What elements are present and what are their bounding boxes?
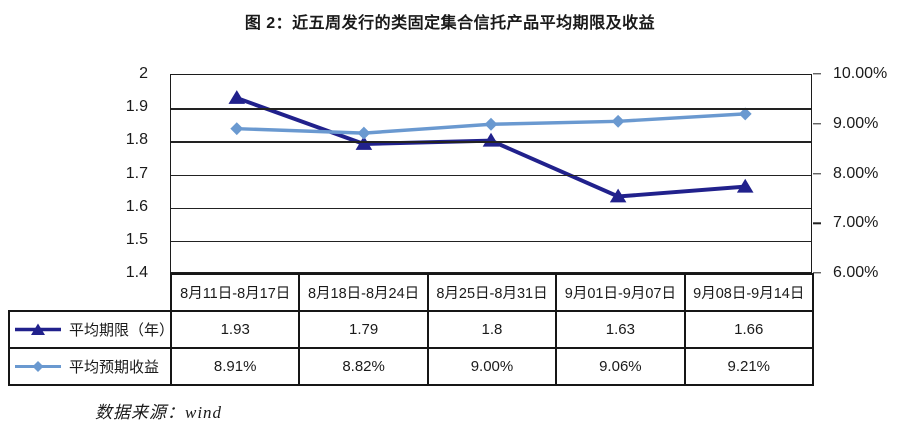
triangle-marker-icon xyxy=(609,188,627,203)
value-cell: 8.91% xyxy=(169,347,301,386)
legend-cell: 平均期限（年） xyxy=(8,310,172,349)
diamond-marker-icon xyxy=(357,126,371,140)
term-series-line xyxy=(236,96,746,199)
horizontal-gridline xyxy=(171,174,811,176)
value-cell: 1.63 xyxy=(555,310,686,349)
left-axis-tick-label: 1.8 xyxy=(125,131,148,149)
horizontal-gridline xyxy=(171,207,811,210)
value-cell: 1.8 xyxy=(426,310,558,349)
legend-label: 平均期限（年） xyxy=(69,322,171,339)
legend-label: 平均预期收益 xyxy=(69,359,160,376)
value-cell: 8.82% xyxy=(298,347,429,386)
triangle-marker-icon xyxy=(228,90,246,104)
value-cell: 9.21% xyxy=(683,347,814,386)
category-header-cell: 8月11日-8月17日 xyxy=(169,273,301,312)
right-axis-tick-label: 10.00% xyxy=(833,65,888,82)
triangle-marker-icon xyxy=(355,136,373,150)
left-axis-tick-label: 1.6 xyxy=(125,197,148,215)
plot-area xyxy=(170,74,812,273)
right-axis-tick-mark xyxy=(813,123,821,125)
horizontal-gridline xyxy=(171,108,811,110)
value-cell: 1.93 xyxy=(169,310,301,349)
table-row: 平均预期收益 8.91% 8.82% 9.00% 9.06% 9.21% xyxy=(8,347,814,386)
horizontal-gridline xyxy=(171,141,811,143)
value-cell: 1.66 xyxy=(683,310,814,349)
category-header-cell: 8月18日-8月24日 xyxy=(298,273,429,312)
legend-inner: 平均预期收益 xyxy=(11,356,169,377)
right-axis-tick-label: 9.00% xyxy=(833,114,879,132)
right-axis-tick-mark xyxy=(813,172,821,175)
legend-cell: 平均预期收益 xyxy=(8,347,172,386)
source-note: 数据来源：wind xyxy=(95,403,223,422)
legend-inner: 平均期限（年） xyxy=(11,319,171,340)
left-axis-tick-label: 1.4 xyxy=(125,264,148,281)
diamond-legend-icon xyxy=(15,361,61,372)
table-header-row: 8月11日-8月17日 8月18日-8月24日 8月25日-8月31日 9月01日-9… xyxy=(9,273,814,312)
table-row: 平均期限（年） 1.93 1.79 1.8 1.63 1.66 xyxy=(8,310,814,349)
left-value-axis: 2 1.9 1.8 1.7 1.6 1.5 1.4 xyxy=(0,65,158,281)
line-series-canvas xyxy=(228,90,754,203)
left-axis-tick-label: 1.9 xyxy=(125,98,148,116)
category-header-cell: 9月01日-9月07日 xyxy=(555,273,686,312)
diamond-marker-icon xyxy=(230,122,244,136)
diamond-marker-icon xyxy=(484,117,498,131)
right-axis-tick-mark xyxy=(813,222,821,224)
value-cell: 9.06% xyxy=(555,347,686,386)
right-axis-tick-mark xyxy=(813,272,821,274)
left-axis-tick-label: 2 xyxy=(139,65,148,82)
chart-title: 图 2：近五周发行的类固定集合信托产品平均期限及收益 xyxy=(244,15,656,32)
right-axis-tick-label: 8.00% xyxy=(833,164,879,182)
diamond-marker-icon xyxy=(611,114,625,128)
value-cell: 1.79 xyxy=(298,310,429,349)
data-table: 8月11日-8月17日 8月18日-8月24日 8月25日-8月31日 9月01日-9… xyxy=(8,273,814,386)
right-percent-axis: 10.00% 9.00% 8.00% 7.00% 6.00% xyxy=(812,65,900,281)
triangle-legend-icon xyxy=(15,323,61,335)
right-axis-tick-mark xyxy=(813,73,821,75)
value-cell: 9.00% xyxy=(426,347,558,386)
left-axis-tick-label: 1.5 xyxy=(125,230,148,248)
left-axis-tick-label: 1.7 xyxy=(125,164,148,182)
right-axis-tick-label: 6.00% xyxy=(833,264,879,281)
triangle-marker-icon xyxy=(482,132,500,147)
category-header-cell: 9月08日-9月14日 xyxy=(683,273,814,312)
triangle-marker-icon xyxy=(736,178,754,193)
diamond-marker-icon xyxy=(738,107,752,121)
table-corner-blank xyxy=(9,274,171,311)
category-header-cell: 8月25日-8月31日 xyxy=(426,273,558,312)
horizontal-gridline xyxy=(171,240,811,243)
right-axis-tick-label: 7.00% xyxy=(833,214,879,232)
